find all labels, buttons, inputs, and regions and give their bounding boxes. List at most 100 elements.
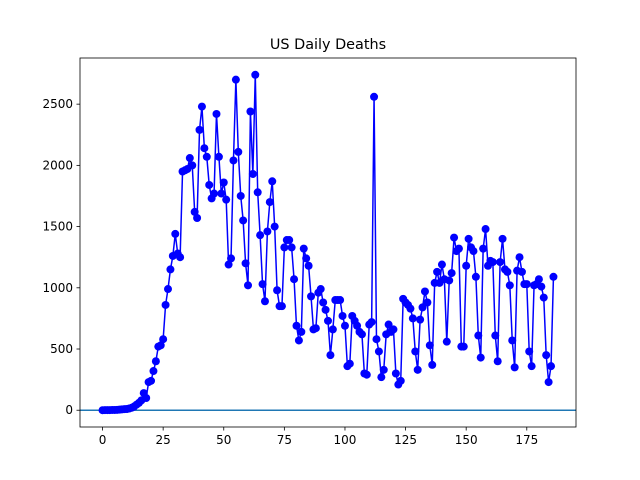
marker	[508, 336, 517, 345]
marker	[260, 297, 269, 306]
marker	[251, 70, 260, 79]
marker	[406, 304, 415, 313]
marker	[292, 321, 301, 330]
marker	[471, 272, 480, 281]
marker	[525, 347, 534, 356]
marker	[268, 177, 277, 186]
marker	[277, 302, 286, 311]
marker	[547, 362, 556, 371]
marker	[142, 393, 151, 402]
marker	[161, 300, 170, 309]
marker	[147, 376, 156, 385]
marker	[491, 331, 500, 340]
marker	[340, 321, 349, 330]
marker	[265, 198, 274, 207]
y-tick-label: 1500	[42, 220, 73, 234]
marker	[302, 254, 311, 263]
marker	[498, 234, 507, 243]
marker	[193, 214, 202, 223]
y-tick-label: 2000	[42, 158, 73, 172]
marker	[328, 325, 337, 334]
x-tick-label: 50	[216, 433, 231, 447]
marker	[304, 261, 313, 270]
marker	[505, 281, 514, 290]
marker	[227, 254, 236, 263]
marker	[420, 287, 429, 296]
x-tick-label: 150	[455, 433, 478, 447]
marker	[205, 180, 214, 189]
marker	[316, 285, 325, 294]
marker	[159, 335, 168, 344]
marker	[479, 244, 488, 253]
marker	[258, 280, 267, 289]
x-tick-label: 25	[156, 433, 171, 447]
marker	[534, 275, 543, 284]
marker	[411, 347, 420, 356]
marker	[294, 336, 303, 345]
marker	[241, 259, 250, 268]
marker	[396, 376, 405, 385]
marker	[338, 311, 347, 320]
marker	[367, 318, 376, 327]
marker	[544, 378, 553, 387]
marker	[493, 357, 502, 366]
marker	[370, 92, 379, 101]
marker	[459, 342, 468, 351]
x-tick-label: 0	[99, 433, 107, 447]
marker	[447, 269, 456, 278]
marker	[476, 353, 485, 362]
marker	[224, 260, 233, 269]
marker	[464, 234, 473, 243]
marker	[445, 276, 454, 285]
marker	[416, 315, 425, 324]
marker	[423, 298, 432, 307]
marker	[362, 370, 371, 379]
marker	[287, 243, 296, 252]
marker	[263, 227, 272, 236]
marker	[166, 265, 175, 274]
marker	[462, 261, 471, 270]
marker	[517, 267, 526, 276]
marker	[185, 154, 194, 163]
marker	[515, 253, 524, 262]
marker	[176, 253, 185, 262]
marker	[188, 161, 197, 170]
marker	[527, 362, 536, 371]
marker	[217, 189, 226, 198]
marker	[442, 337, 451, 346]
marker	[222, 195, 231, 204]
marker	[377, 373, 386, 382]
marker	[321, 305, 330, 314]
x-tick-label: 175	[515, 433, 538, 447]
marker	[246, 107, 255, 116]
marker	[297, 327, 306, 336]
marker	[437, 260, 446, 269]
marker	[248, 169, 257, 178]
marker	[450, 233, 459, 242]
marker	[496, 258, 505, 267]
marker	[324, 316, 332, 325]
marker	[408, 314, 417, 323]
marker	[253, 188, 262, 197]
marker	[503, 267, 512, 276]
marker	[428, 360, 437, 369]
marker	[149, 367, 158, 376]
marker	[372, 335, 381, 344]
marker	[336, 296, 345, 305]
marker	[171, 229, 180, 238]
marker	[418, 303, 427, 312]
y-tick-label: 1000	[42, 281, 73, 295]
marker	[542, 351, 551, 360]
marker	[384, 320, 393, 329]
marker	[234, 147, 243, 156]
y-tick-label: 500	[50, 342, 73, 356]
marker	[195, 125, 204, 134]
marker	[212, 109, 221, 118]
marker	[357, 330, 366, 339]
marker	[474, 331, 483, 340]
marker	[273, 286, 282, 295]
marker	[374, 347, 383, 356]
marker	[488, 258, 497, 267]
marker	[151, 357, 160, 366]
